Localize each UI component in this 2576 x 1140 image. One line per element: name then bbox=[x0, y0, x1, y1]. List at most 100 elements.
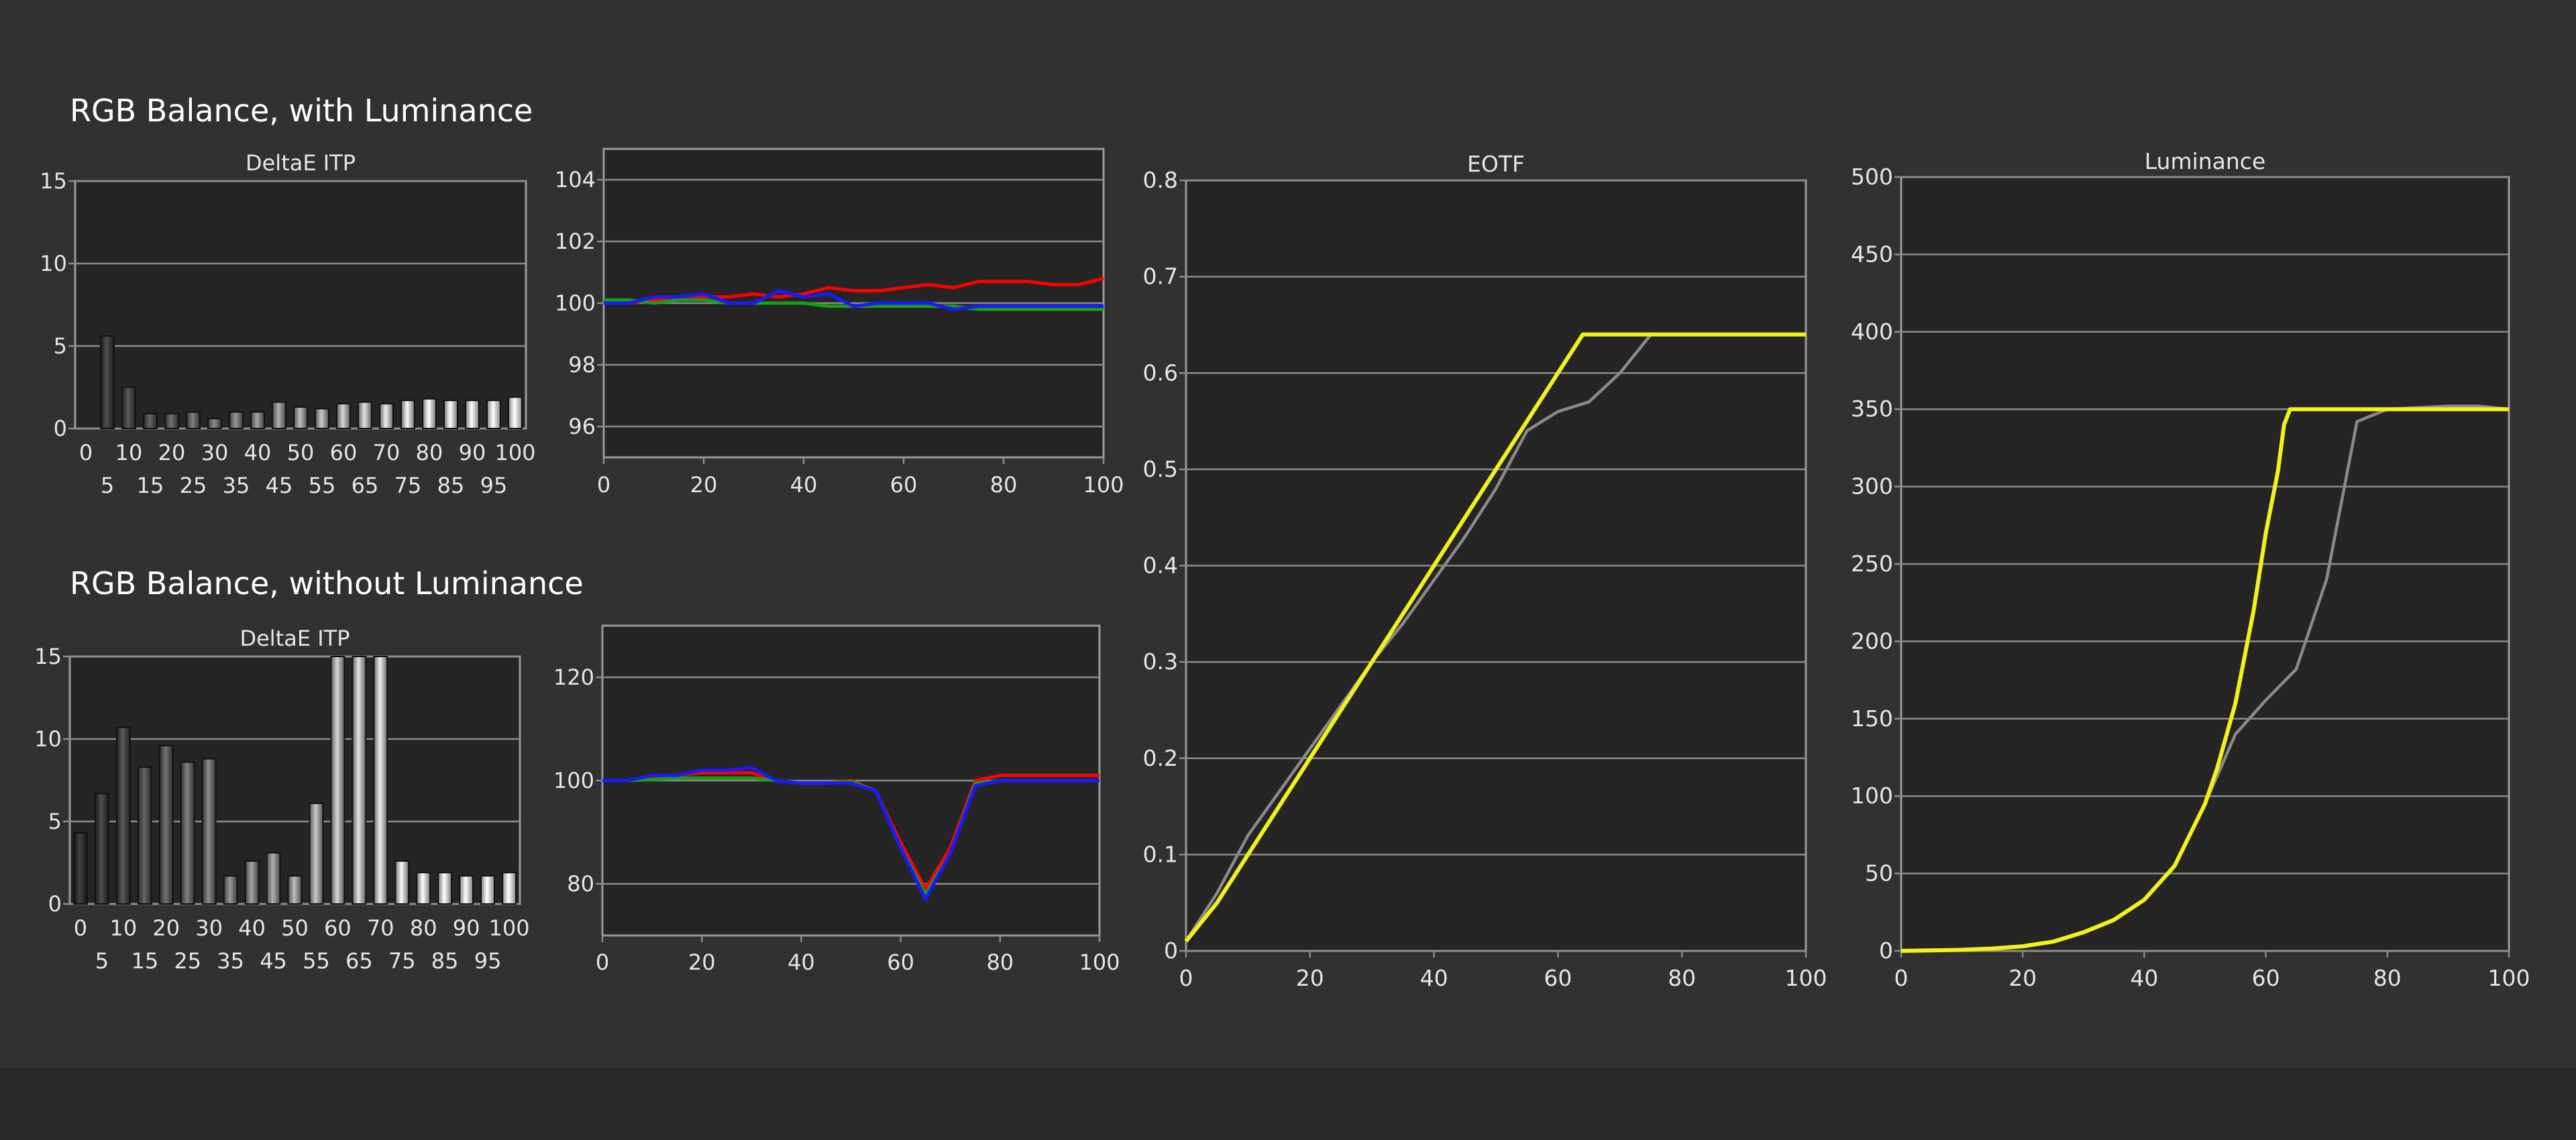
chart-title: Luminance bbox=[2145, 148, 2266, 174]
x-tick-label: 5 bbox=[101, 473, 114, 498]
bar bbox=[287, 875, 303, 905]
x-tick-label: 55 bbox=[303, 948, 330, 974]
x-tick-label: 15 bbox=[137, 473, 164, 498]
y-tick-label: 10 bbox=[34, 726, 62, 752]
y-tick-label: 15 bbox=[34, 644, 62, 669]
x-tick-label: 25 bbox=[180, 473, 207, 498]
y-tick-label: 250 bbox=[1851, 551, 1893, 577]
y-tick-label: 0 bbox=[1164, 937, 1178, 964]
x-tick-label: 100 bbox=[494, 440, 535, 465]
x-tick-label: 80 bbox=[990, 472, 1018, 498]
x-tick-label: 80 bbox=[1668, 965, 1696, 991]
bar bbox=[137, 766, 152, 905]
x-tick-label: 20 bbox=[2008, 965, 2037, 991]
bar bbox=[352, 656, 367, 905]
series-line-yellow bbox=[1900, 407, 2509, 953]
x-tick-label: 60 bbox=[890, 472, 918, 498]
y-tick-label: 104 bbox=[555, 167, 596, 192]
x-tick-label: 65 bbox=[345, 948, 373, 974]
bar bbox=[437, 872, 453, 905]
x-tick-label: 20 bbox=[152, 915, 180, 941]
x-tick-label: 20 bbox=[688, 950, 716, 975]
y-tick-label: 150 bbox=[1851, 705, 1893, 732]
bar bbox=[465, 400, 480, 429]
y-tick-label: 0.8 bbox=[1143, 167, 1178, 193]
y-tick-label: 450 bbox=[1851, 241, 1893, 267]
x-tick-label: 35 bbox=[217, 948, 244, 974]
x-tick-label: 40 bbox=[790, 472, 818, 498]
plot-area bbox=[74, 180, 527, 430]
x-tick-label: 90 bbox=[453, 915, 480, 941]
section-title-with-luminance: RGB Balance, with Luminance bbox=[70, 93, 533, 129]
bar bbox=[330, 656, 345, 905]
y-tick-label: 120 bbox=[553, 665, 594, 690]
y-tick-label: 5 bbox=[48, 809, 62, 834]
x-tick-label: 80 bbox=[416, 440, 443, 465]
x-tick-label: 100 bbox=[1079, 950, 1120, 975]
series-line-blue bbox=[604, 289, 1104, 311]
bar bbox=[443, 400, 458, 429]
bar bbox=[336, 403, 351, 429]
bar bbox=[309, 802, 324, 905]
x-tick-label: 15 bbox=[131, 948, 158, 974]
chart-title: EOTF bbox=[1467, 151, 1525, 177]
y-tick-label: 0.6 bbox=[1143, 359, 1178, 386]
x-tick-label: 85 bbox=[437, 473, 465, 498]
y-tick-label: 102 bbox=[555, 229, 596, 254]
y-tick-label: 0.7 bbox=[1143, 264, 1178, 290]
x-tick-label: 0 bbox=[79, 440, 93, 465]
bar bbox=[379, 403, 394, 429]
bar bbox=[229, 411, 244, 430]
x-tick-label: 20 bbox=[1296, 965, 1324, 991]
bar bbox=[486, 400, 501, 429]
bar bbox=[416, 872, 431, 905]
x-tick-label: 5 bbox=[95, 948, 109, 974]
y-tick-label: 96 bbox=[568, 414, 596, 439]
chart-eotf: 0 0.1 0.2 0.3 0.4 0.5 0.6 0.7 0.8 EOTF 0 20 40 60 80 10… bbox=[1143, 151, 1827, 991]
bar bbox=[358, 401, 372, 430]
y-tick-label: 0 bbox=[1879, 937, 1893, 964]
x-tick-label: 40 bbox=[2130, 965, 2158, 991]
y-tick-label: 0.3 bbox=[1143, 648, 1178, 675]
y-tick-label: 15 bbox=[40, 168, 67, 194]
bar bbox=[315, 408, 329, 429]
x-tick-label: 100 bbox=[1785, 965, 1827, 991]
x-tick-label: 20 bbox=[690, 472, 718, 498]
y-tick-label: 100 bbox=[553, 768, 594, 793]
chart-title: DeltaE ITP bbox=[246, 150, 356, 176]
x-tick-label: 95 bbox=[474, 948, 502, 974]
x-tick-label: 60 bbox=[324, 915, 352, 941]
x-tick-label: 60 bbox=[887, 950, 914, 975]
x-tick-label: 45 bbox=[260, 948, 287, 974]
bar bbox=[373, 656, 388, 905]
x-tick-label: 55 bbox=[309, 473, 336, 498]
x-tick-label: 100 bbox=[2488, 965, 2530, 991]
bar bbox=[201, 758, 217, 905]
bar bbox=[266, 852, 281, 905]
bar bbox=[400, 400, 415, 429]
x-tick-label: 80 bbox=[410, 915, 437, 941]
x-tick-label: 20 bbox=[158, 440, 186, 465]
y-tick-label: 0 bbox=[54, 416, 67, 441]
bar bbox=[207, 418, 222, 429]
x-tick-label: 70 bbox=[367, 915, 394, 941]
x-tick-label: 0 bbox=[1179, 965, 1193, 991]
bar bbox=[164, 412, 179, 429]
y-tick-label: 0.1 bbox=[1143, 841, 1178, 867]
x-tick-label: 0 bbox=[597, 472, 610, 498]
x-tick-label: 0 bbox=[1894, 965, 1909, 991]
section-title-without-luminance: RGB Balance, without Luminance bbox=[70, 565, 584, 602]
y-tick-label: 98 bbox=[568, 352, 596, 378]
x-tick-label: 0 bbox=[596, 950, 609, 975]
x-tick-label: 45 bbox=[266, 473, 293, 498]
y-tick-label: 100 bbox=[555, 290, 596, 316]
y-tick-label: 0.5 bbox=[1143, 456, 1178, 482]
y-tick-label: 200 bbox=[1851, 628, 1893, 654]
chart-luminance: 0 50 100 150 200 250 300 350 400 450 500 Luminance 0… bbox=[1851, 148, 2530, 991]
x-tick-label: 50 bbox=[287, 440, 315, 465]
x-tick-label: 60 bbox=[1544, 965, 1572, 991]
y-tick-label: 500 bbox=[1851, 164, 1893, 190]
